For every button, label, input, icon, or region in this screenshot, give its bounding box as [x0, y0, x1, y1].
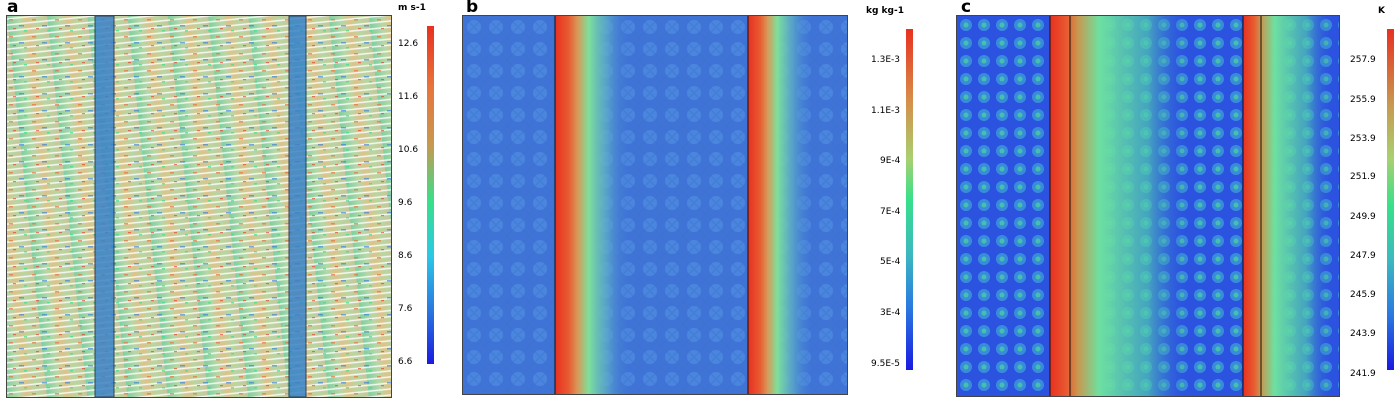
panel-a-tick-1: 12.6 — [398, 39, 419, 49]
panel-b-tick-7: 9.5E-5 — [871, 359, 900, 369]
panel-c-tick-8: 243.9 — [1350, 329, 1376, 339]
panel-c-label: c — [961, 0, 972, 17]
panel-a-tick-4: 9.6 — [398, 198, 413, 208]
panel-a-colorbar — [427, 26, 434, 364]
panel-c-tick-3: 253.9 — [1350, 134, 1376, 144]
panel-c-tick-5: 249.9 — [1350, 212, 1376, 222]
panel-b-tick-6: 3E-4 — [880, 308, 901, 318]
panel-c-tick-4: 251.9 — [1350, 172, 1376, 182]
panel-c-svg — [957, 16, 1339, 396]
panel-b-label: b — [466, 0, 479, 17]
panel-b-tick-1: 1.3E-3 — [871, 55, 900, 65]
panel-c-temperature-image — [956, 15, 1340, 397]
panel-b-tick-2: 1.1E-3 — [871, 106, 900, 116]
panel-a-label: a — [7, 0, 19, 17]
panel-a-tick-5: 8.6 — [398, 251, 413, 261]
panel-c-colorbar-unit: K — [1378, 6, 1385, 16]
panel-a-svg — [7, 16, 391, 397]
panel-c-tick-7: 245.9 — [1350, 290, 1376, 300]
panel-a-tick-7: 6.6 — [398, 357, 413, 367]
panel-c-colorbar — [1387, 29, 1394, 370]
panel-a-colorbar-unit: m s-1 — [398, 3, 426, 13]
panel-c-tick-9: 241.9 — [1350, 369, 1376, 379]
panel-a-tick-3: 10.6 — [398, 145, 419, 155]
panel-b-tick-4: 7E-4 — [880, 207, 901, 217]
panel-a-streamline-image — [6, 15, 392, 398]
panel-b-tick-3: 9E-4 — [880, 156, 901, 166]
panel-b-humidity-image — [462, 15, 848, 395]
panel-c-tick-6: 247.9 — [1350, 251, 1376, 261]
panel-b-colorbar — [906, 29, 913, 370]
panel-c-tick-1: 257.9 — [1350, 55, 1376, 65]
panel-a-tick-2: 11.6 — [398, 92, 419, 102]
panel-b-svg — [463, 16, 847, 394]
panel-c-tick-2: 255.9 — [1350, 95, 1376, 105]
panel-b-colorbar-unit: kg kg-1 — [866, 6, 904, 16]
panel-a-tick-6: 7.6 — [398, 304, 413, 314]
panel-b-tick-5: 5E-4 — [880, 257, 901, 267]
